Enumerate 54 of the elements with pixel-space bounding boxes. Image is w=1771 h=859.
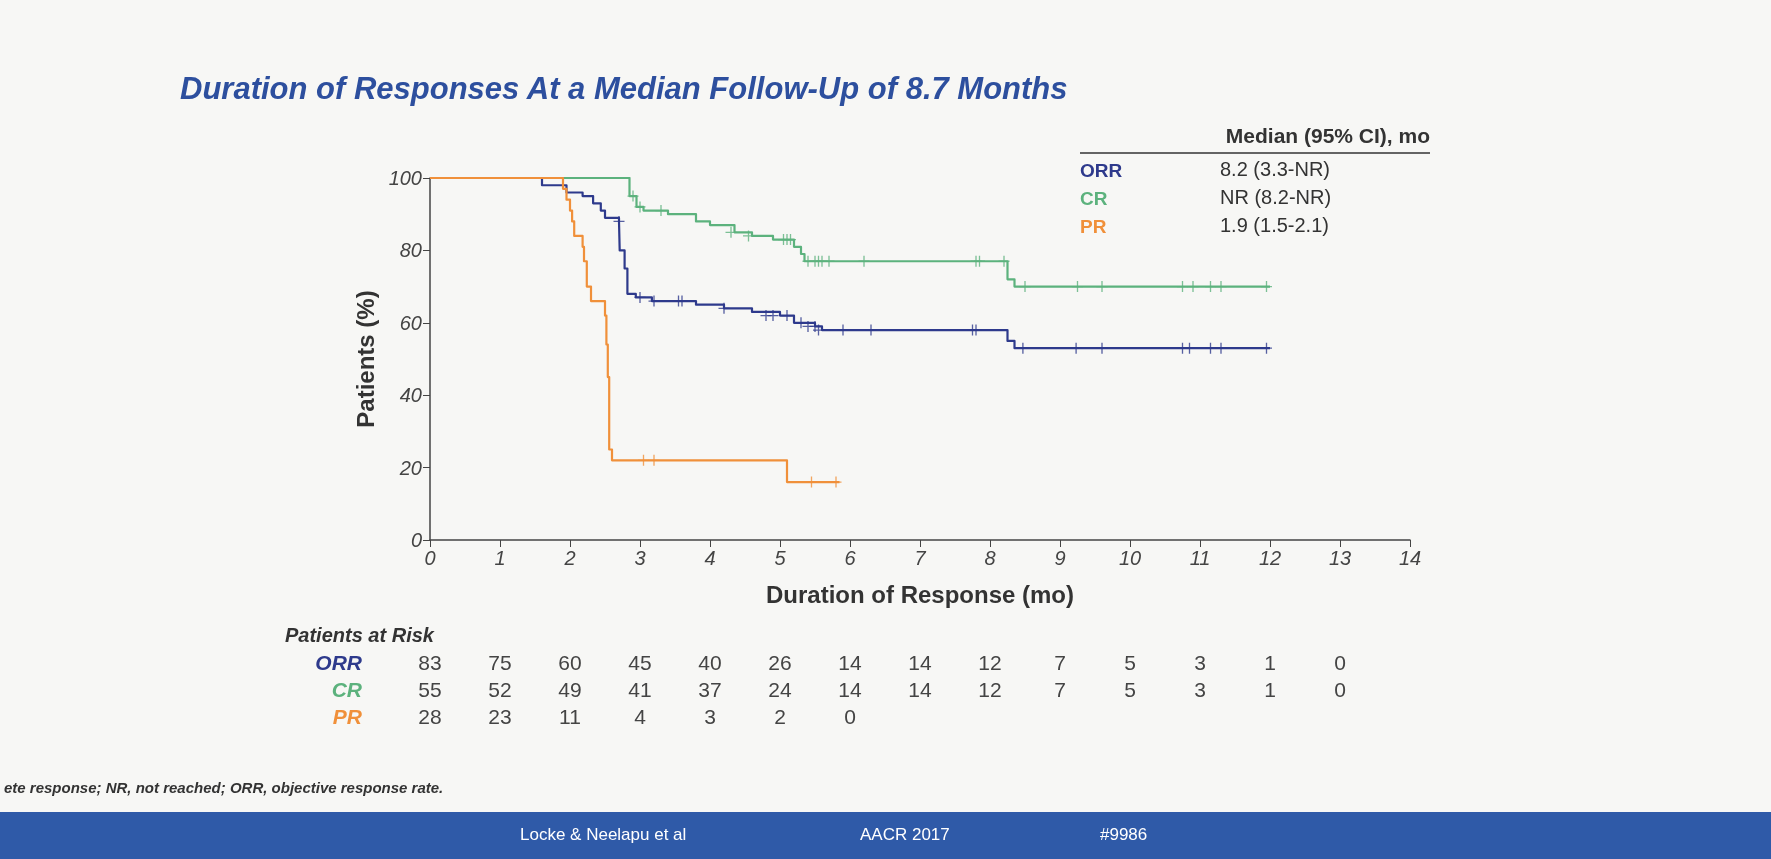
text: CR 55 52 49 41 37 24 14 14 12 7 5 3 1 0 bbox=[331, 678, 1346, 701]
annotation: 1.9 (1.5-2.1) bbox=[1220, 214, 1329, 236]
point bbox=[655, 205, 667, 217]
point bbox=[858, 255, 870, 267]
y-tick-label: 40 bbox=[399, 384, 422, 407]
x-tick-label: 5 bbox=[774, 547, 787, 569]
y-axis-title: Patients (%) bbox=[352, 290, 380, 428]
x-tick-label: 0 bbox=[424, 547, 436, 569]
point bbox=[718, 302, 730, 314]
point bbox=[634, 201, 646, 213]
y-tick-label: 100 bbox=[388, 167, 422, 189]
text: PR 28 23 11 4 3 2 0 bbox=[332, 705, 856, 728]
x-tick-label: 14 bbox=[1398, 547, 1422, 569]
text: AACR 2017 bbox=[860, 825, 950, 844]
annotation: 8.2 (3.3-NR) bbox=[1220, 158, 1331, 180]
x-tick-label: 6 bbox=[844, 547, 857, 569]
x-tick-label: 13 bbox=[1328, 547, 1352, 569]
text: ete response; NR, not reached; ORR, objective response rate. bbox=[4, 779, 444, 796]
x-tick-label: 12 bbox=[1258, 547, 1282, 569]
y-tick-label: 80 bbox=[399, 239, 422, 262]
x-tick-label: 2 bbox=[563, 547, 576, 569]
y-tick-label: 20 bbox=[398, 456, 422, 479]
y-tick-label: 60 bbox=[399, 311, 422, 334]
x-tick-label: 4 bbox=[704, 547, 716, 569]
chart-title: Duration of Responses At a Median Follow-Up of 8.7 Months bbox=[180, 71, 1068, 106]
x-tick-label: 11 bbox=[1189, 547, 1211, 569]
legend-title: Median (95% CI), mo bbox=[1225, 124, 1430, 147]
point bbox=[1187, 281, 1199, 293]
point bbox=[998, 255, 1010, 267]
x-axis-title: Duration of Response (mo) bbox=[765, 580, 1075, 608]
y-tick-label: 0 bbox=[410, 529, 422, 551]
text: #9986 bbox=[1100, 825, 1148, 844]
x-tick-label: 9 bbox=[1054, 547, 1066, 569]
point bbox=[1215, 281, 1227, 293]
text: PR bbox=[1080, 216, 1107, 237]
x-tick-label: 7 bbox=[914, 547, 927, 569]
point bbox=[767, 310, 779, 322]
point bbox=[781, 310, 793, 322]
point bbox=[1096, 281, 1108, 293]
text: CR bbox=[1080, 188, 1108, 209]
x-tick-label: 1 bbox=[494, 547, 506, 569]
annotation: NR (8.2-NR) bbox=[1220, 186, 1332, 208]
point bbox=[823, 255, 835, 267]
point bbox=[627, 190, 639, 202]
text: Patients at Risk bbox=[285, 624, 435, 646]
point bbox=[648, 454, 660, 466]
text: ORR bbox=[1080, 160, 1123, 181]
x-tick-label: 10 bbox=[1118, 547, 1142, 569]
text: Locke & Neelapu et al bbox=[520, 825, 687, 844]
text: ORR 83 75 60 45 40 26 14 14 12 7 5 3 1 0 bbox=[315, 651, 1346, 674]
x-tick-label: 3 bbox=[634, 547, 646, 569]
x-tick-label: 8 bbox=[984, 547, 996, 569]
point bbox=[634, 291, 646, 303]
point bbox=[1019, 281, 1031, 293]
